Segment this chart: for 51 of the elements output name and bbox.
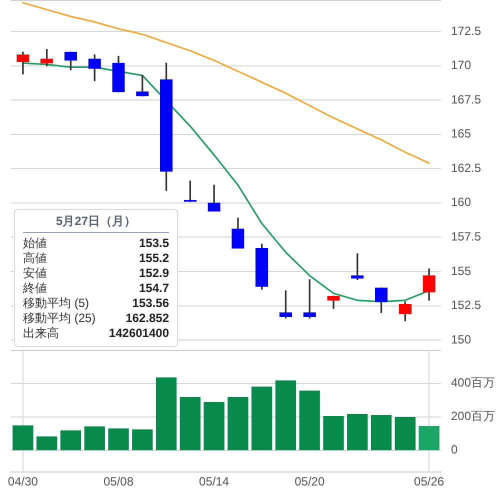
y-tick-label: 200百万 bbox=[451, 409, 496, 424]
category-label: 終値 bbox=[23, 281, 47, 296]
x-tick-label: 04/30 bbox=[8, 474, 38, 489]
y-tick-label: 170 bbox=[451, 58, 472, 72]
y-tick-label: 150 bbox=[451, 332, 472, 346]
category-label: 安値 bbox=[23, 266, 47, 281]
bar bbox=[275, 380, 296, 450]
bar bbox=[204, 402, 224, 450]
data-label: 153.56 bbox=[132, 296, 169, 311]
data-label: 142601400 bbox=[108, 326, 169, 341]
y-tick-label: 155 bbox=[451, 264, 472, 278]
bar bbox=[84, 426, 105, 450]
category-label: 移動平均 (5) bbox=[23, 296, 89, 311]
bar bbox=[418, 426, 440, 450]
data-label: 154.7 bbox=[138, 281, 169, 296]
y-tick-label: 172.5 bbox=[451, 24, 482, 38]
category-label: 移動平均 (25) bbox=[23, 311, 96, 326]
bar bbox=[394, 417, 416, 450]
data-label: 155.2 bbox=[138, 251, 169, 266]
y-tick-label: 162.5 bbox=[451, 160, 482, 175]
data-label: 162.852 bbox=[126, 311, 169, 326]
y-tick-label: 167.5 bbox=[451, 92, 482, 106]
category-label: 出来高 bbox=[23, 326, 59, 341]
bar bbox=[36, 436, 58, 450]
bar bbox=[252, 386, 272, 450]
bar bbox=[12, 425, 34, 450]
bar bbox=[347, 414, 368, 450]
category-label: 高値 bbox=[23, 251, 47, 266]
y-tick-label: 165 bbox=[451, 126, 472, 141]
bar bbox=[370, 415, 392, 450]
y-tick-label: 0 bbox=[451, 442, 458, 457]
bar bbox=[108, 428, 129, 450]
x-tick-label: 05/26 bbox=[414, 474, 444, 489]
y-tick-label: 157.5 bbox=[451, 230, 482, 244]
y-tick-label: 400百万 bbox=[451, 376, 496, 390]
text: 5月27日（月） bbox=[23, 214, 169, 233]
bar bbox=[299, 390, 320, 450]
bar bbox=[60, 430, 82, 450]
bar bbox=[156, 377, 177, 450]
data-label: 153.5 bbox=[138, 236, 169, 251]
x-tick-label: 05/08 bbox=[103, 474, 134, 489]
x-tick-label: 05/14 bbox=[199, 474, 230, 489]
bar bbox=[132, 429, 153, 450]
x-tick-label: 05/20 bbox=[294, 474, 325, 489]
bar bbox=[180, 396, 200, 450]
bar bbox=[323, 416, 344, 450]
data-label: 152.9 bbox=[138, 266, 169, 281]
category-label: 始値 bbox=[23, 236, 47, 251]
y-tick-label: 160 bbox=[451, 195, 472, 210]
bar bbox=[228, 396, 248, 450]
y-tick-label: 152.5 bbox=[451, 298, 482, 312]
